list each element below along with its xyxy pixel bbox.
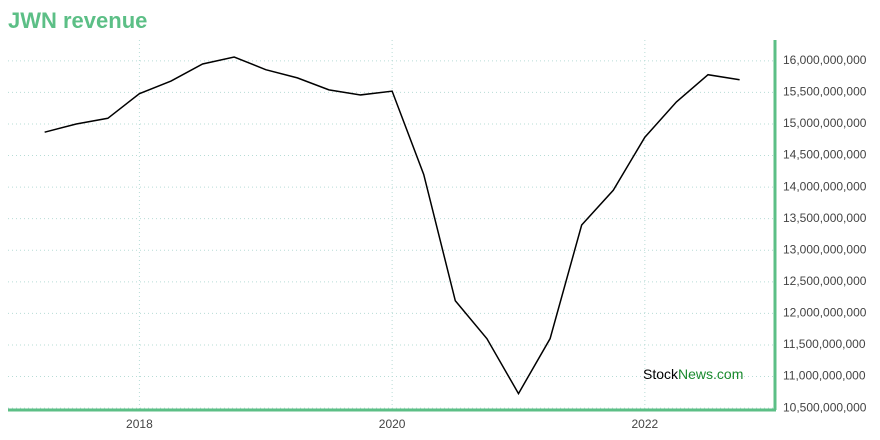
x-tick-label: 2022 bbox=[631, 417, 658, 431]
line bbox=[44, 56, 740, 396]
y-tick-label: 11,000,000,000 bbox=[783, 369, 866, 383]
x-tick-label: 2020 bbox=[379, 417, 406, 431]
watermark: StockNews.com bbox=[643, 366, 743, 382]
y-tick-label: 16,000,000,000 bbox=[783, 53, 867, 67]
y-tick-label: 14,500,000,000 bbox=[783, 148, 867, 162]
chart-title: JWN revenue bbox=[8, 8, 147, 33]
y-tick-label: 12,000,000,000 bbox=[783, 306, 867, 320]
watermark-suffix: News.com bbox=[678, 366, 743, 382]
y-tick-label: 12,500,000,000 bbox=[783, 274, 867, 288]
y-tick-label: 15,500,000,000 bbox=[783, 85, 867, 99]
y-tick-label: 15,000,000,000 bbox=[783, 116, 867, 130]
y-tick-label: 13,500,000,000 bbox=[783, 211, 867, 225]
y-tick-label: 14,000,000,000 bbox=[783, 179, 867, 193]
y-tick-label: 13,000,000,000 bbox=[783, 242, 867, 256]
x-tick-label: 2018 bbox=[126, 417, 153, 431]
y-tick-label: 11,500,000,000 bbox=[783, 337, 866, 351]
y-tick-label: 10,500,000,000 bbox=[783, 400, 867, 414]
watermark-prefix: Stock bbox=[643, 366, 679, 382]
